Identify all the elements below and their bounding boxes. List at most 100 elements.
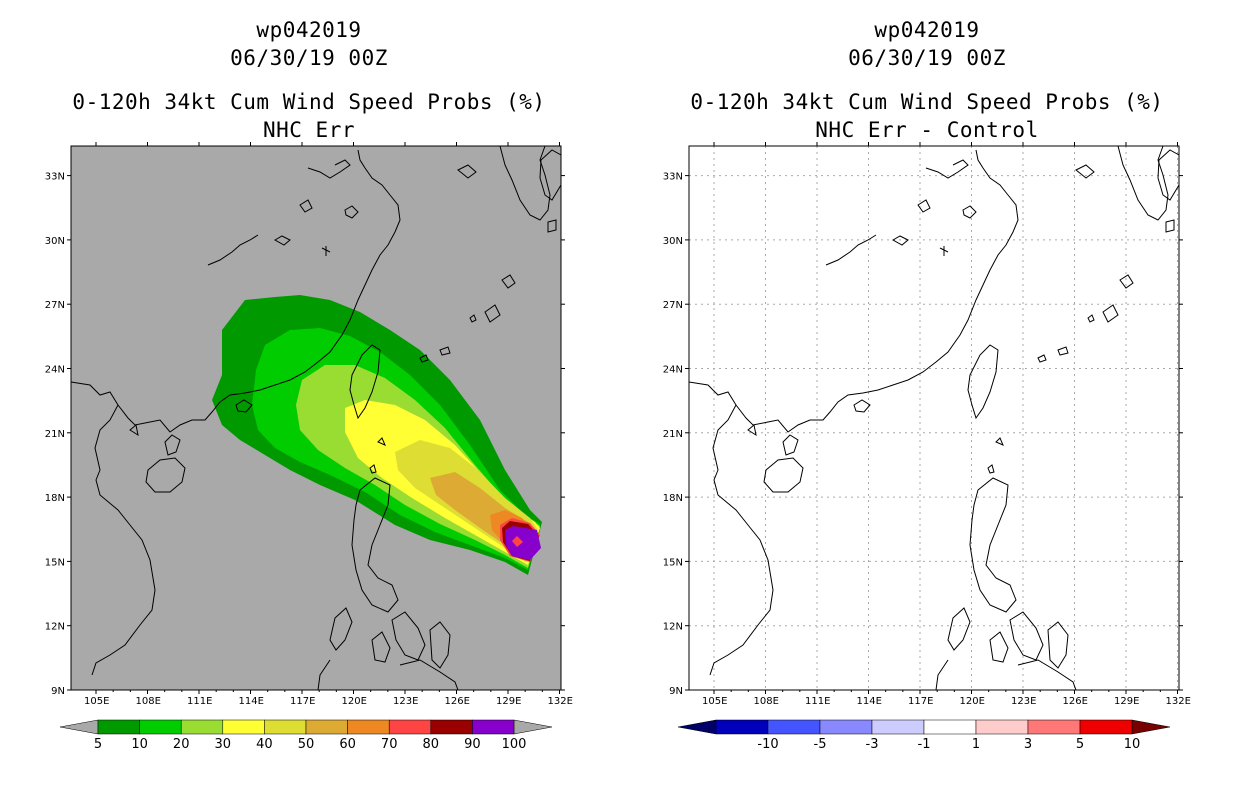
coastline-segment bbox=[967, 344, 999, 420]
map-background-right bbox=[689, 146, 1179, 690]
lon-tick-label: 123E bbox=[393, 696, 418, 707]
colorbar-over-arrow bbox=[513, 719, 553, 735]
coastline-segment bbox=[925, 159, 969, 179]
colorbar-swatch bbox=[347, 719, 390, 735]
coastline-segment bbox=[377, 437, 386, 446]
colorbar-under-arrow bbox=[59, 719, 99, 735]
lon-tick-label: 111E bbox=[187, 696, 212, 707]
lon-tick-label: 132E bbox=[548, 696, 573, 707]
colorbar-label: -3 bbox=[866, 737, 879, 752]
coastline-segment bbox=[371, 631, 391, 663]
colorbar-label: -5 bbox=[814, 737, 827, 752]
lon-tick-label: 132E bbox=[1166, 696, 1191, 707]
colorbar-label: 20 bbox=[173, 737, 190, 752]
coastline-segment bbox=[763, 457, 804, 493]
colorbar-label: 70 bbox=[381, 737, 398, 752]
colorbar-label: 5 bbox=[1076, 737, 1084, 752]
colorbar-swatch bbox=[1027, 719, 1081, 735]
lon-tick-label: 129E bbox=[1114, 696, 1139, 707]
colorbar-swatch bbox=[97, 719, 140, 735]
coastline-segment bbox=[391, 611, 426, 661]
coastline-segment bbox=[539, 149, 562, 201]
coastline-segment bbox=[969, 477, 1017, 613]
coastlines-right bbox=[688, 145, 1180, 691]
lat-tick-label: 15N bbox=[663, 557, 683, 568]
lon-tick-label: 120E bbox=[960, 696, 985, 707]
coastline-segment bbox=[484, 304, 501, 323]
coastline-segment bbox=[499, 145, 551, 221]
coastline-segment bbox=[1017, 659, 1077, 691]
coastline-segment bbox=[1057, 346, 1069, 356]
coastline-segment bbox=[939, 246, 949, 256]
lat-tick-label: 27N bbox=[45, 300, 65, 311]
colorbar-swatch bbox=[975, 719, 1029, 735]
lat-tick-label: 33N bbox=[663, 172, 683, 183]
coastline-segment bbox=[439, 346, 451, 356]
coastline-segment bbox=[307, 159, 351, 179]
colorbar-swatch bbox=[305, 719, 348, 735]
coastline-segment bbox=[1047, 621, 1069, 669]
datetime-title: 06/30/19 00Z bbox=[230, 46, 388, 70]
coastline-segment bbox=[747, 424, 757, 437]
coastlines bbox=[70, 145, 562, 691]
colorbar-label: 3 bbox=[1024, 737, 1032, 752]
probability-map: 105E 108E 111E 114E 117E 120E 123E 126E 129E 132E… bbox=[45, 142, 573, 752]
lat-tick-label: 18N bbox=[45, 493, 65, 504]
lon-tick-label: 108E bbox=[136, 696, 161, 707]
coastline-segment bbox=[501, 274, 516, 289]
lon-tick-label: 111E bbox=[805, 696, 830, 707]
coastline-segment bbox=[1165, 219, 1175, 233]
lon-tick-label: 114E bbox=[239, 696, 264, 707]
colorbar-swatch bbox=[819, 719, 873, 735]
coastline-segment bbox=[947, 607, 971, 651]
coastline-segment bbox=[129, 424, 139, 437]
coastline-segment bbox=[317, 659, 331, 691]
storm-center-marker bbox=[512, 536, 523, 547]
lon-tick-label: 129E bbox=[496, 696, 521, 707]
coastline-segment bbox=[351, 477, 399, 613]
lon-tick-label: 126E bbox=[1063, 696, 1088, 707]
lon-tick-label: 108E bbox=[754, 696, 779, 707]
coastline-segment bbox=[164, 434, 181, 456]
right-panel: wp042019 06/30/19 00Z 0-120h 34kt Cum Wi… bbox=[618, 0, 1236, 800]
left-panel: wp042019 06/30/19 00Z 0-120h 34kt Cum Wi… bbox=[45, 18, 573, 752]
lat-tick-label: 9N bbox=[669, 686, 683, 697]
coastline-segment bbox=[853, 399, 871, 413]
colorbar-swatch bbox=[430, 719, 473, 735]
coastline-segment bbox=[735, 149, 1019, 433]
product-title-right: 0-120h 34kt Cum Wind Speed Probs (%) bbox=[690, 90, 1164, 114]
colorbar-swatch bbox=[388, 719, 432, 735]
coastline-segment bbox=[321, 246, 331, 256]
colorbar-swatch bbox=[264, 719, 307, 735]
datetime-title-right: 06/30/19 00Z bbox=[848, 46, 1006, 70]
coastline-segment bbox=[917, 199, 931, 213]
colorbar-swatch bbox=[139, 719, 182, 735]
coastline-segment bbox=[1009, 611, 1044, 661]
coastline-segment bbox=[1157, 149, 1180, 201]
colorbar-over-arrow bbox=[1131, 719, 1171, 735]
colorbar-label: 10 bbox=[131, 737, 148, 752]
lat-tick-label: 33N bbox=[45, 172, 65, 183]
coastline-segment bbox=[995, 437, 1004, 446]
colorbar-swatch bbox=[871, 719, 925, 735]
colorbar-label: 10 bbox=[1124, 737, 1141, 752]
lat-tick-label: 18N bbox=[663, 493, 683, 504]
lat-tick-label: 27N bbox=[663, 300, 683, 311]
storm-id-title: wp042019 bbox=[256, 18, 362, 42]
coastline-segment bbox=[273, 235, 291, 246]
colorbar-swatch bbox=[767, 719, 821, 735]
colorbar-swatch bbox=[180, 719, 224, 735]
colorbar-label: 90 bbox=[464, 737, 481, 752]
lat-tick-label: 21N bbox=[45, 429, 65, 440]
lat-tick-label: 21N bbox=[663, 429, 683, 440]
colorbar-swatch bbox=[715, 719, 769, 735]
colorbar-label: 60 bbox=[339, 737, 356, 752]
product-title: 0-120h 34kt Cum Wind Speed Probs (%) bbox=[72, 90, 546, 114]
coastline-segment bbox=[344, 205, 359, 219]
map-frame-right bbox=[688, 145, 1180, 691]
coastline-segment bbox=[1087, 314, 1095, 323]
coastline-segment bbox=[1037, 354, 1047, 363]
axis-ticks: 105E 108E 111E 114E 117E 120E 123E 126E 129E 132E… bbox=[45, 142, 573, 707]
coastline-segment bbox=[891, 235, 909, 246]
subtitle-right: NHC Err - Control bbox=[815, 118, 1039, 142]
